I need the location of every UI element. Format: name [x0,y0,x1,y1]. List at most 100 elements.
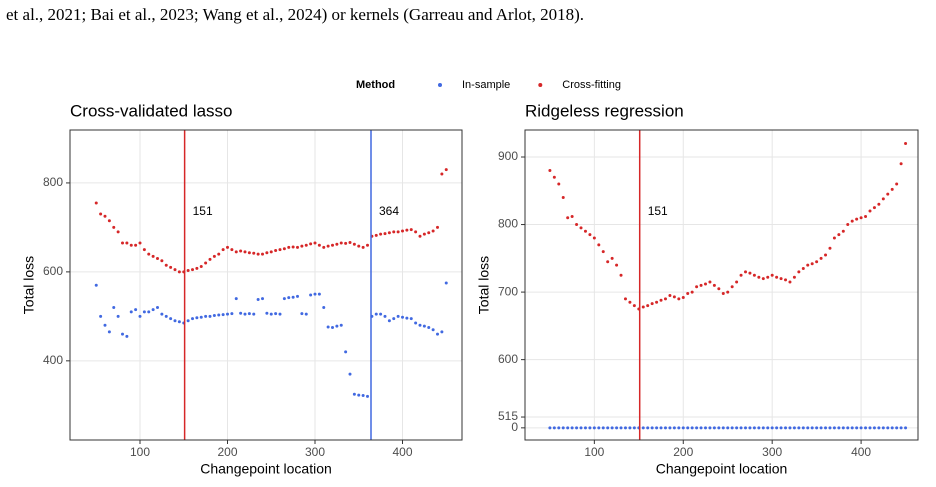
point [690,426,694,430]
point [695,285,699,289]
point [125,334,129,338]
point [304,243,308,247]
point [230,248,234,252]
point [296,294,299,298]
point [864,214,868,218]
x-tick-label: 400 [392,445,412,459]
point [899,162,903,166]
point [436,225,439,229]
point [583,229,587,233]
point [610,426,614,430]
point [256,252,260,256]
y-tick-label: 0 [511,420,518,434]
point [112,305,116,309]
point [792,275,796,279]
point [379,232,383,236]
point [690,290,694,294]
point [274,249,278,253]
point [396,230,400,234]
x-tick-label: 100 [130,445,150,459]
point [850,219,854,223]
point [552,426,556,430]
x-tick-label: 200 [673,445,693,459]
point [247,251,251,255]
point [810,262,814,266]
point [601,426,605,430]
point [374,233,378,237]
point [730,285,734,289]
point [282,247,286,251]
point [681,295,685,299]
point [761,277,765,281]
point [147,252,151,256]
point [313,292,317,296]
legend-title: Method [356,79,395,91]
point [309,293,313,297]
point [579,426,583,430]
point [142,248,146,252]
point [895,426,899,430]
point [387,231,391,235]
point [217,313,221,317]
point [379,312,383,316]
point [775,426,779,430]
point [641,305,645,309]
point [226,245,229,249]
point [335,324,339,328]
point [217,252,221,256]
point [735,280,739,284]
point [832,236,836,240]
point [721,291,725,295]
point [828,426,832,430]
point [552,175,556,179]
point [269,250,273,254]
point [265,251,269,255]
point [387,319,391,323]
point [252,251,256,255]
point [770,426,774,430]
point [708,426,712,430]
point [797,426,801,430]
point [138,241,142,245]
point [269,312,273,316]
point [186,269,190,273]
point [427,231,431,235]
point [655,300,659,304]
point [872,206,876,210]
point [806,426,810,430]
point [881,197,885,201]
point [824,426,828,430]
point [623,426,627,430]
point [841,229,845,233]
point [164,314,168,318]
point [548,169,552,173]
point [695,426,699,430]
point [326,244,330,248]
point [668,426,672,430]
point [717,287,721,291]
point [156,305,159,309]
point [761,426,765,430]
y-axis-label: Total loss [21,256,37,314]
point [744,426,748,430]
point [221,313,225,317]
point [234,297,238,301]
point [628,426,632,430]
point [401,229,404,233]
point [628,300,632,304]
point [383,232,387,236]
point [374,312,378,316]
point [191,317,194,321]
point [226,312,229,316]
point [414,321,418,325]
point [815,426,819,430]
point [788,426,792,430]
point [775,275,779,279]
point [339,323,343,327]
point [890,187,894,191]
point [94,283,98,287]
point [832,426,836,430]
point [116,314,120,318]
point [864,426,868,430]
